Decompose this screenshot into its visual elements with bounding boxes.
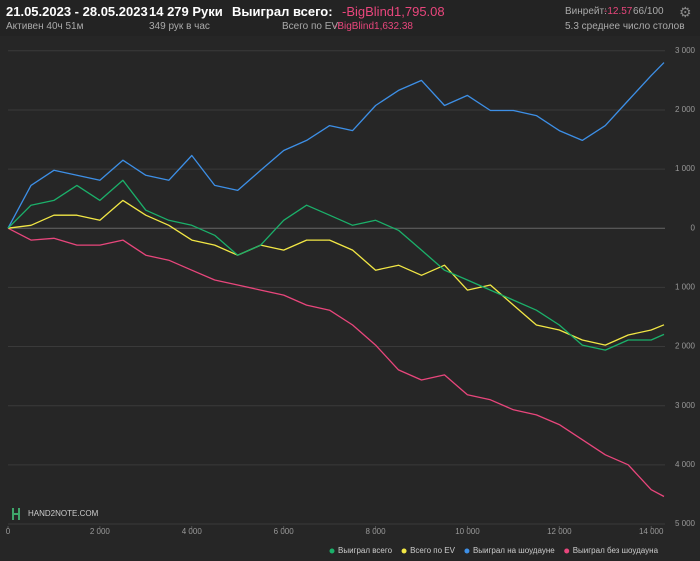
series-line bbox=[7, 227, 665, 498]
hands-per-hour: 349 рук в час bbox=[149, 21, 210, 32]
y-tick-label: 3 000 bbox=[675, 46, 696, 55]
hands: 14 279 Руки bbox=[149, 4, 223, 19]
y-tick-label: 1 000 bbox=[675, 164, 696, 173]
won-total: -BigBlind1,795.08 bbox=[342, 4, 445, 19]
series-line bbox=[7, 199, 665, 346]
y-tick-label: 1 000 bbox=[675, 283, 696, 292]
x-tick-label: 0 bbox=[6, 527, 11, 536]
x-tick-label: 4 000 bbox=[182, 527, 203, 536]
legend-label: Выиграл всего bbox=[338, 546, 393, 555]
legend-dot bbox=[564, 548, 570, 554]
ev-total: -BigBlind1,632.38 bbox=[334, 21, 413, 32]
active-time: Активен 40ч 51м bbox=[6, 21, 84, 32]
winrate-label: Винрейт: bbox=[565, 6, 607, 17]
plot-bg bbox=[0, 36, 700, 561]
y-tick-label: 4 000 bbox=[675, 460, 696, 469]
y-tick-label: 2 000 bbox=[675, 342, 696, 351]
legend-label: Выиграл без шоудауна bbox=[573, 546, 659, 555]
watermark: HAND2NOTE.COM bbox=[12, 508, 99, 520]
ev-total-label: Всего по EV: bbox=[282, 21, 341, 32]
x-tick-label: 6 000 bbox=[274, 527, 295, 536]
x-tick-label: 14 000 bbox=[639, 527, 664, 536]
y-tick-label: 5 000 bbox=[675, 519, 696, 528]
series-line bbox=[7, 179, 665, 351]
won-total-label: Выиграл всего: bbox=[232, 4, 333, 19]
tables: 5.3 среднее число столов bbox=[565, 21, 685, 32]
y-tick-label: 0 bbox=[691, 223, 696, 232]
legend-dot bbox=[329, 548, 335, 554]
series-line bbox=[7, 62, 665, 229]
winrate-sample: 66/100 bbox=[633, 6, 664, 17]
watermark-text: HAND2NOTE.COM bbox=[28, 509, 99, 518]
legend-dot bbox=[401, 548, 407, 554]
x-tick-label: 10 000 bbox=[455, 527, 480, 536]
legend-label: Выиграл на шоудауне bbox=[473, 546, 555, 555]
legend-dot bbox=[464, 548, 470, 554]
date-range: 21.05.2023 - 28.05.2023 bbox=[6, 4, 148, 19]
settings-icon[interactable]: ⚙ bbox=[679, 4, 692, 20]
y-tick-label: 2 000 bbox=[675, 105, 696, 114]
y-tick-label: 3 000 bbox=[675, 401, 696, 410]
x-tick-label: 8 000 bbox=[366, 527, 387, 536]
winrate: -12.57 bbox=[604, 6, 633, 17]
x-tick-label: 12 000 bbox=[547, 527, 572, 536]
legend-label: Всего по EV bbox=[410, 546, 456, 555]
x-tick-label: 2 000 bbox=[90, 527, 111, 536]
